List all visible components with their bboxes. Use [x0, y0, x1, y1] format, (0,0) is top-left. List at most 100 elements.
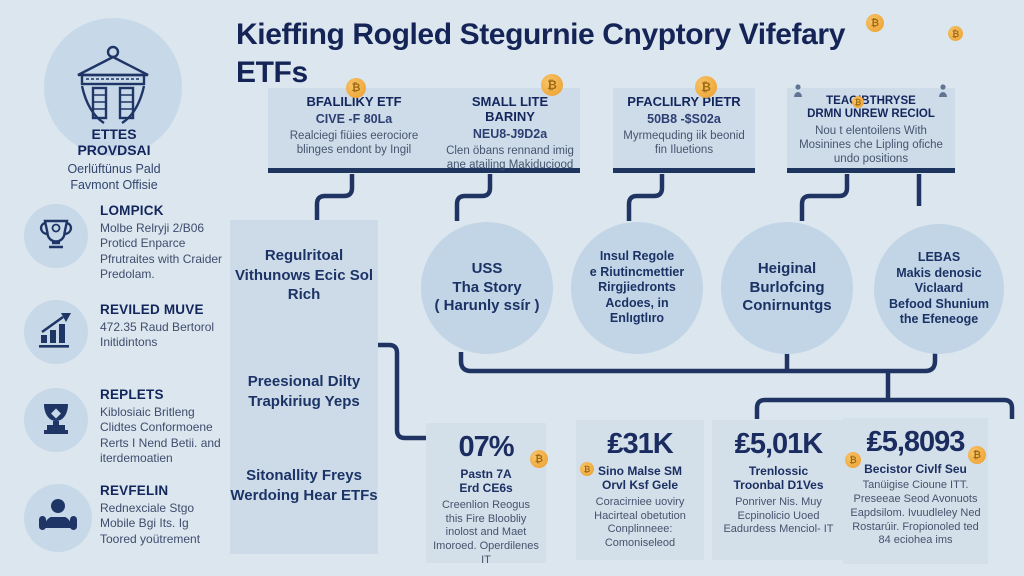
sidebar-item-body: 472.35 Raud Bertorol Initidintons — [100, 320, 215, 350]
stat-body: Tanüigise Cioune ITT. Preseeae Seod Avon… — [850, 479, 981, 547]
top-box-title: PFACLILRY PIETR — [627, 94, 741, 109]
circle-line: LEBAS — [917, 249, 961, 264]
page-title: Kieffing Rogled Stegurnie Cnyptory Vifef… — [236, 18, 845, 89]
sidebar-item-body: Molbe Relryji 2/B06 Proticd Enparce Pfru… — [100, 221, 223, 282]
stat-card-1: 07% Pastn 7A Erd CE6s Creenlion Reogus t… — [426, 423, 546, 566]
panel-section-2: Preesional Dilty Trapkiriug Yeps — [247, 373, 361, 410]
figure-icon — [938, 84, 948, 103]
connector-lower-bracket — [754, 397, 1015, 419]
bitcoin-coin-icon: ₿ — [948, 26, 963, 41]
badge-circle — [44, 18, 182, 156]
support-person-icon — [36, 494, 80, 543]
sidebar-item-title: REVILED MUVE — [100, 302, 204, 317]
bitcoin-coin-icon: ₿ — [695, 76, 717, 98]
sidebar-item-title: LOMPICK — [100, 203, 164, 218]
top-box-body: Clen öbans rennand imig ane atailing Mak… — [446, 144, 574, 171]
badge-subtitle-line2: Favmont Offisie — [70, 177, 158, 192]
badge-subtitle-line1: Oerlüftünus Pald — [67, 162, 161, 177]
trophy-icon — [36, 214, 76, 259]
top-box-1: BFALILIKY ETF CIVE -F 80La Realciegi fiü… — [268, 88, 440, 173]
panel-section-1: Regulritoal Vithunows Ecic Sol Rich — [234, 247, 374, 303]
panel-section-3: Sitonallity Freys Werdoing Hear ETFs — [230, 467, 378, 504]
sidebar-item-icon-circle — [24, 300, 88, 364]
connector-box3-circle2 — [626, 174, 665, 221]
bitcoin-coin-icon: ₿ — [346, 78, 366, 98]
sidebar-item-body: Rednexciale Stgo Mobile Bgi Its. Ig Toor… — [100, 501, 201, 546]
connector-circles-bracket — [458, 352, 938, 374]
circle-line: e Riutincmettier — [589, 264, 685, 279]
figure-icon — [793, 84, 803, 103]
sidebar-item-body: Kiblosiaic Britleng Clidtes Conformoene … — [100, 405, 221, 466]
stat-body: Coracirniee uoviry Hacirteal obetution C… — [594, 495, 686, 550]
circle-line: ( Harunly ssír ) — [434, 297, 540, 315]
stat-value: ₤5,8093 — [866, 426, 966, 458]
stat-subtitle-line2: Orvl Ksf Gele — [601, 478, 679, 493]
badge-title-line1: ETTES — [91, 126, 137, 142]
bitcoin-coin-icon: ₿ — [845, 452, 861, 468]
sidebar-item: REVILED MUVE 472.35 Raud Bertorol Initid… — [100, 302, 228, 351]
connector-box4-circle3 — [799, 174, 850, 221]
flow-circle-3: Heiginal Burlofcing Conirnuntgs — [721, 222, 853, 354]
top-box-body: Myrmequding iik beonid fin Iluetions — [623, 129, 745, 156]
top-box-body: Nou t elentoilens With Mosinines che Lip… — [799, 125, 943, 166]
sidebar-item-icon-circle — [24, 484, 92, 552]
circle-line: Befood Shunium — [889, 296, 989, 311]
circle-line: Tha Story — [452, 278, 522, 296]
top-box-title-line2: DRMN UNREW RECIOL — [807, 108, 935, 121]
stat-body: Ponriver Nis. Muy Ecpinolicio Uoed Eadur… — [723, 495, 834, 536]
circle-line: Heiginal — [757, 259, 817, 277]
badge-text: ETTES PROVDSAI Oerlüftünus Pald Favmont … — [0, 126, 228, 193]
sidebar-item: LOMPICK Molbe Relryji 2/B06 Proticd Enpa… — [100, 203, 228, 282]
stat-card-2: ₤31K Sino Malse SM Orvl Ksf Gele Coracir… — [576, 420, 704, 560]
flow-circle-2: Insul Regole e Riutincmettier Rirgjiedro… — [571, 222, 703, 354]
top-box-body: Realciegi fiüies eerociore blinges endon… — [289, 129, 419, 156]
stat-subtitle-line2: Troonbal D1Ves — [733, 478, 824, 493]
process-panel: Regulritoal Vithunows Ecic Sol Rich Pree… — [230, 220, 378, 554]
stat-subtitle-line2: Erd CE6s — [459, 481, 513, 496]
circle-line: Viclaard — [914, 281, 964, 296]
stat-subtitle-line1: Becistor Civlf Seu — [864, 462, 967, 476]
bitcoin-coin-icon: ₿ — [541, 74, 563, 96]
circle-line: Burlofcing — [749, 278, 825, 296]
circle-line: Conirnuntgs — [742, 297, 832, 315]
bitcoin-coin-icon: ₿ — [968, 446, 986, 464]
top-box-code: NEU8-J9D2a — [472, 126, 548, 141]
flow-circle-1: USS Tha Story ( Harunly ssír ) — [421, 222, 553, 354]
sidebar-item: REVFELIN Rednexciale Stgo Mobile Bgi Its… — [100, 483, 228, 547]
stat-value: 07% — [458, 431, 514, 463]
top-box-code: 50B8 -$S02a — [647, 111, 721, 126]
bitcoin-coin-icon: ₿ — [866, 14, 884, 32]
stat-card-3: ₤5,01K Trenlossic Troonbal D1Ves Ponrive… — [712, 420, 845, 560]
bitcoin-coin-icon: ₿ — [580, 462, 594, 476]
circle-line: Enlıgtlıro — [609, 311, 665, 326]
stat-subtitle-line1: Pastn 7A — [460, 467, 512, 481]
circle-line: Rirgjiedronts — [598, 280, 676, 295]
bitcoin-coin-icon: ₿ — [530, 450, 548, 468]
sidebar-item-title: REPLETS — [100, 387, 164, 402]
circle-line: USS — [471, 259, 503, 277]
bank-building-icon — [69, 44, 157, 131]
connector-panel-stat1 — [378, 342, 426, 441]
stat-value: ₤5,01K — [734, 428, 824, 460]
circle-line: Makis denosic — [896, 265, 982, 280]
flow-circle-4: LEBAS Makis denosic Viclaard Befood Shun… — [874, 224, 1004, 354]
top-box-title: BFALILIKY ETF — [306, 94, 402, 109]
badge-title-line2: PROVDSAI — [77, 142, 151, 159]
circle-line: Acdoes, in — [605, 295, 669, 310]
top-box-title: TEAGIBTHRYSE — [826, 95, 916, 107]
sidebar-item-title: REVFELIN — [100, 483, 169, 498]
connector-box1-panel — [314, 174, 355, 222]
connector-box2-circle1 — [454, 174, 493, 221]
sidebar-item-icon-circle — [24, 204, 88, 268]
sidebar-item-icon-circle — [24, 388, 88, 452]
top-box-title: SMALL LITE BARINY — [471, 94, 549, 124]
top-box-3: PFACLILRY PIETR 50B8 -$S02a Myrmequding … — [613, 88, 755, 173]
top-box-2: SMALL LITE BARINY NEU8-J9D2a Clen öbans … — [440, 88, 580, 173]
stat-value: ₤31K — [607, 428, 673, 460]
bar-chart-icon — [36, 310, 76, 355]
circle-line: the Efeneoge — [899, 312, 979, 327]
bitcoin-coin-icon: ₿ — [852, 96, 864, 108]
top-box-4: TEAGIBTHRYSE DRMN UNREW RECIOL Nou t ele… — [787, 88, 955, 173]
stat-body: Creenlion Reogus this Fire Bloobliy inol… — [433, 498, 539, 566]
sidebar-item: REPLETS Kiblosiaic Britleng Clidtes Conf… — [100, 387, 228, 466]
